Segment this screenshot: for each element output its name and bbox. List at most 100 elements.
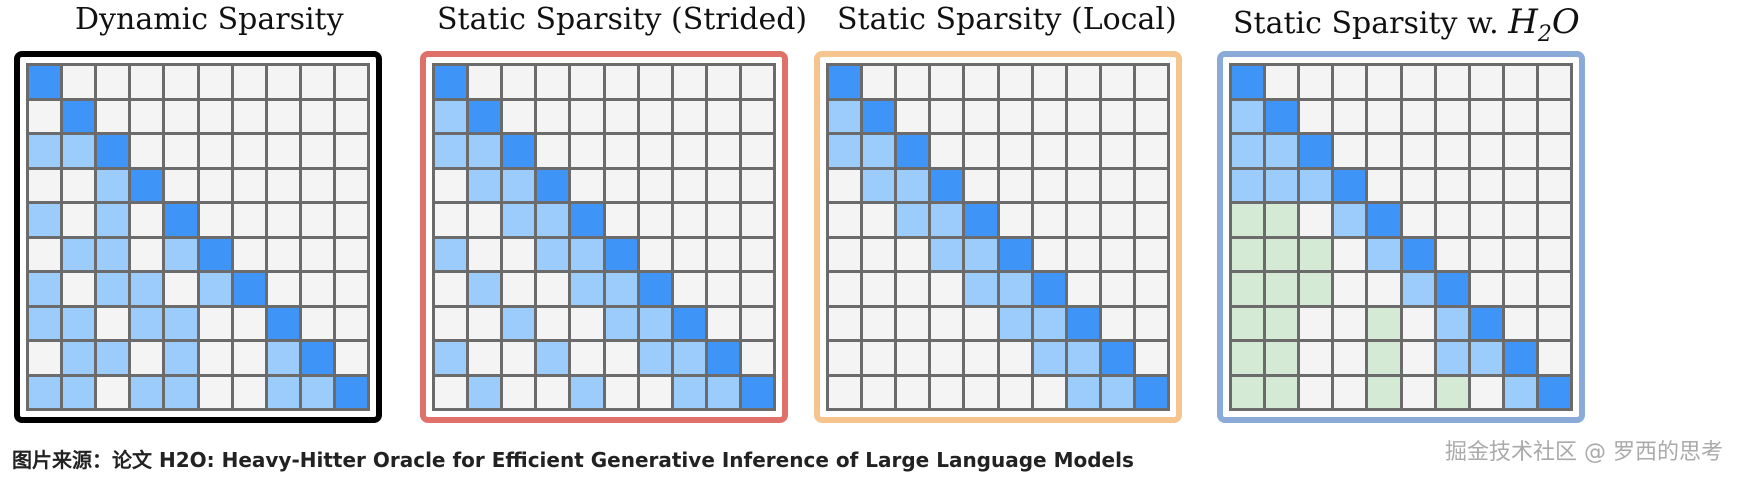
grid-cell-empty [165,135,197,167]
grid-cell-empty [829,273,861,305]
grid-cell-attended [97,342,129,374]
grid-cell-empty [897,307,929,339]
grid-cell-empty [605,376,637,408]
grid-cell-empty [131,238,163,270]
grid-cell-diagonal [571,204,603,236]
grid-cell-empty [829,307,861,339]
grid-cell-empty [301,100,333,132]
watermark: 掘金技术社区 @ 罗西的思考 [1445,440,1723,465]
grid-cell-diagonal [639,273,671,305]
grid-cell-attended [165,376,197,408]
grid-cell-attended [267,376,299,408]
grid-cell-empty [1470,66,1502,98]
grid-cell-empty [999,169,1031,201]
grid-cell-attended [29,376,61,408]
grid-cell-attended [1436,307,1468,339]
grid-cell-empty [1067,135,1099,167]
grid-cell-diagonal [999,238,1031,270]
grid-cell-heavy-hitter [1368,307,1400,339]
grid-cell-empty [1538,238,1570,270]
grid-cell-empty [29,100,61,132]
grid-cell-empty [1538,342,1570,374]
grid-cell-empty [707,238,739,270]
grid-cell-empty [335,273,367,305]
grid-cell-empty [1470,135,1502,167]
grid-cell-empty [741,100,773,132]
grid-cell-diagonal [1033,273,1065,305]
grid-cell-empty [707,66,739,98]
grid-cell-empty [97,66,129,98]
grid-cell-attended [829,100,861,132]
grid-cell-empty [1300,376,1332,408]
grid-cell-attended [829,135,861,167]
grid-cell-attended [29,307,61,339]
grid-cell-attended [1266,135,1298,167]
grid-cell-empty [1504,204,1536,236]
grid-cell-empty [537,307,569,339]
grid-cell-empty [267,66,299,98]
grid-cell-attended [999,273,1031,305]
grid-cell-empty [469,204,501,236]
grid-cell-diagonal [1470,307,1502,339]
grid-cell-empty [233,169,265,201]
grid-cell-empty [1135,307,1167,339]
grid-cell-empty [707,169,739,201]
attention-grid-strided [432,63,776,411]
grid-cell-empty [233,135,265,167]
grid-cell-empty [965,66,997,98]
grid-cell-heavy-hitter [1266,204,1298,236]
grid-cell-diagonal [1368,204,1400,236]
grid-cell-attended [131,273,163,305]
grid-cell-attended [131,376,163,408]
grid-cell-empty [1402,376,1434,408]
grid-cell-empty [707,307,739,339]
grid-cell-empty [863,66,895,98]
grid-cell-empty [335,66,367,98]
grid-cell-empty [1504,273,1536,305]
grid-cell-empty [1402,100,1434,132]
grid-cell-empty [1470,273,1502,305]
grid-cell-diagonal [335,376,367,408]
grid-cell-diagonal [29,66,61,98]
grid-cell-empty [1135,135,1167,167]
grid-cell-attended [469,273,501,305]
grid-cell-heavy-hitter [1232,342,1264,374]
grid-cell-empty [1067,100,1099,132]
grid-cell-attended [673,342,705,374]
grid-cell-empty [1067,273,1099,305]
grid-cell-empty [897,376,929,408]
grid-cell-diagonal [1436,273,1468,305]
grid-cell-empty [897,273,929,305]
grid-cell-empty [1101,307,1133,339]
grid-cell-attended [1470,342,1502,374]
grid-cell-diagonal [1101,342,1133,374]
grid-cell-heavy-hitter [1266,273,1298,305]
grid-cell-empty [965,135,997,167]
grid-cell-attended [63,376,95,408]
grid-cell-empty [999,376,1031,408]
grid-cell-empty [233,100,265,132]
grid-cell-empty [707,100,739,132]
grid-cell-empty [741,135,773,167]
frame-local [814,51,1182,423]
grid-cell-empty [199,376,231,408]
grid-cell-diagonal [1135,376,1167,408]
grid-cell-empty [1368,135,1400,167]
grid-cell-empty [605,135,637,167]
grid-cell-heavy-hitter [1266,307,1298,339]
grid-cell-empty [999,66,1031,98]
grid-cell-attended [165,238,197,270]
grid-cell-empty [301,66,333,98]
grid-cell-empty [1033,238,1065,270]
grid-cell-empty [29,238,61,270]
grid-cell-attended [63,342,95,374]
grid-cell-empty [741,342,773,374]
grid-cell-empty [469,342,501,374]
grid-cell-empty [1101,169,1133,201]
grid-cell-empty [335,100,367,132]
grid-cell-empty [1067,238,1099,270]
grid-cell-empty [29,169,61,201]
grid-cell-attended [267,342,299,374]
grid-cell-empty [335,238,367,270]
grid-cell-empty [707,204,739,236]
